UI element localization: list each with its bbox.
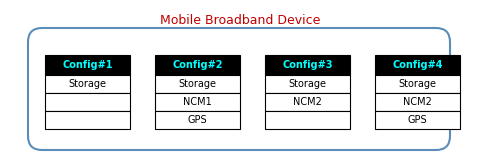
Bar bbox=[375, 93, 460, 111]
Bar bbox=[375, 111, 460, 129]
Text: Storage: Storage bbox=[398, 79, 436, 89]
Text: Config#3: Config#3 bbox=[282, 60, 333, 70]
Text: Storage: Storage bbox=[69, 79, 107, 89]
Bar bbox=[155, 75, 240, 93]
Text: Config#4: Config#4 bbox=[392, 60, 443, 70]
Text: Storage: Storage bbox=[288, 79, 326, 89]
FancyBboxPatch shape bbox=[28, 28, 450, 150]
Bar bbox=[45, 111, 130, 129]
Bar bbox=[45, 75, 130, 93]
Bar bbox=[155, 93, 240, 111]
Bar bbox=[265, 93, 350, 111]
Bar bbox=[375, 75, 460, 93]
Bar bbox=[45, 93, 130, 111]
Text: Storage: Storage bbox=[179, 79, 216, 89]
Bar bbox=[45, 55, 130, 75]
Bar bbox=[155, 55, 240, 75]
Text: GPS: GPS bbox=[188, 115, 207, 125]
Text: NCM1: NCM1 bbox=[183, 97, 212, 107]
Bar bbox=[155, 111, 240, 129]
Text: GPS: GPS bbox=[408, 115, 427, 125]
Text: NCM2: NCM2 bbox=[293, 97, 322, 107]
Text: Config#2: Config#2 bbox=[172, 60, 223, 70]
Text: Mobile Broadband Device: Mobile Broadband Device bbox=[160, 14, 320, 27]
Bar bbox=[265, 111, 350, 129]
Bar bbox=[375, 55, 460, 75]
Bar bbox=[265, 55, 350, 75]
Text: Config#1: Config#1 bbox=[62, 60, 113, 70]
Text: NCM2: NCM2 bbox=[403, 97, 432, 107]
Bar bbox=[265, 75, 350, 93]
